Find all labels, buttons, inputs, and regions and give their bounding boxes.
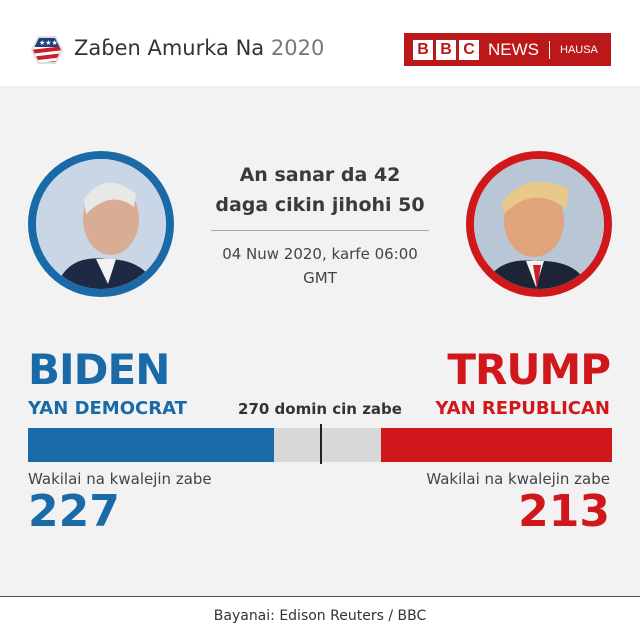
us-flag-hexagon-icon: ★★★ [31, 36, 63, 64]
headline: An sanar da 42 daga cikin jihohi 50 [215, 164, 425, 216]
biden-name: BIDEN [28, 345, 170, 394]
trump-party: YAN REPUBLICAN [435, 398, 610, 419]
biden-bar-segment [28, 428, 275, 462]
biden-votes: 227 [28, 486, 120, 537]
biden-votes-label: Wakilai na kwalejin zabe [28, 470, 212, 488]
trump-votes: 213 [518, 486, 610, 537]
divider [211, 230, 429, 231]
trump-portrait [466, 151, 612, 297]
source-footer: Bayanai: Edison Reuters / BBC [0, 596, 640, 640]
electoral-vote-bar [28, 424, 612, 464]
threshold-marker [320, 424, 323, 464]
trump-bar-segment [380, 428, 612, 462]
threshold-label: 270 domin cin zabe [238, 400, 402, 418]
svg-text:★★★: ★★★ [39, 39, 58, 47]
biden-portrait [28, 151, 174, 297]
page-title: Zaɓen Amurka Na 2020 [74, 36, 325, 60]
trump-votes-label: Wakilai na kwalejin zabe [426, 470, 610, 488]
trump-name: TRUMP [447, 345, 611, 394]
timestamp: 04 Nuw 2020, karfe 06:00 GMT [222, 245, 418, 287]
biden-party: YAN DEMOCRAT [28, 398, 187, 419]
